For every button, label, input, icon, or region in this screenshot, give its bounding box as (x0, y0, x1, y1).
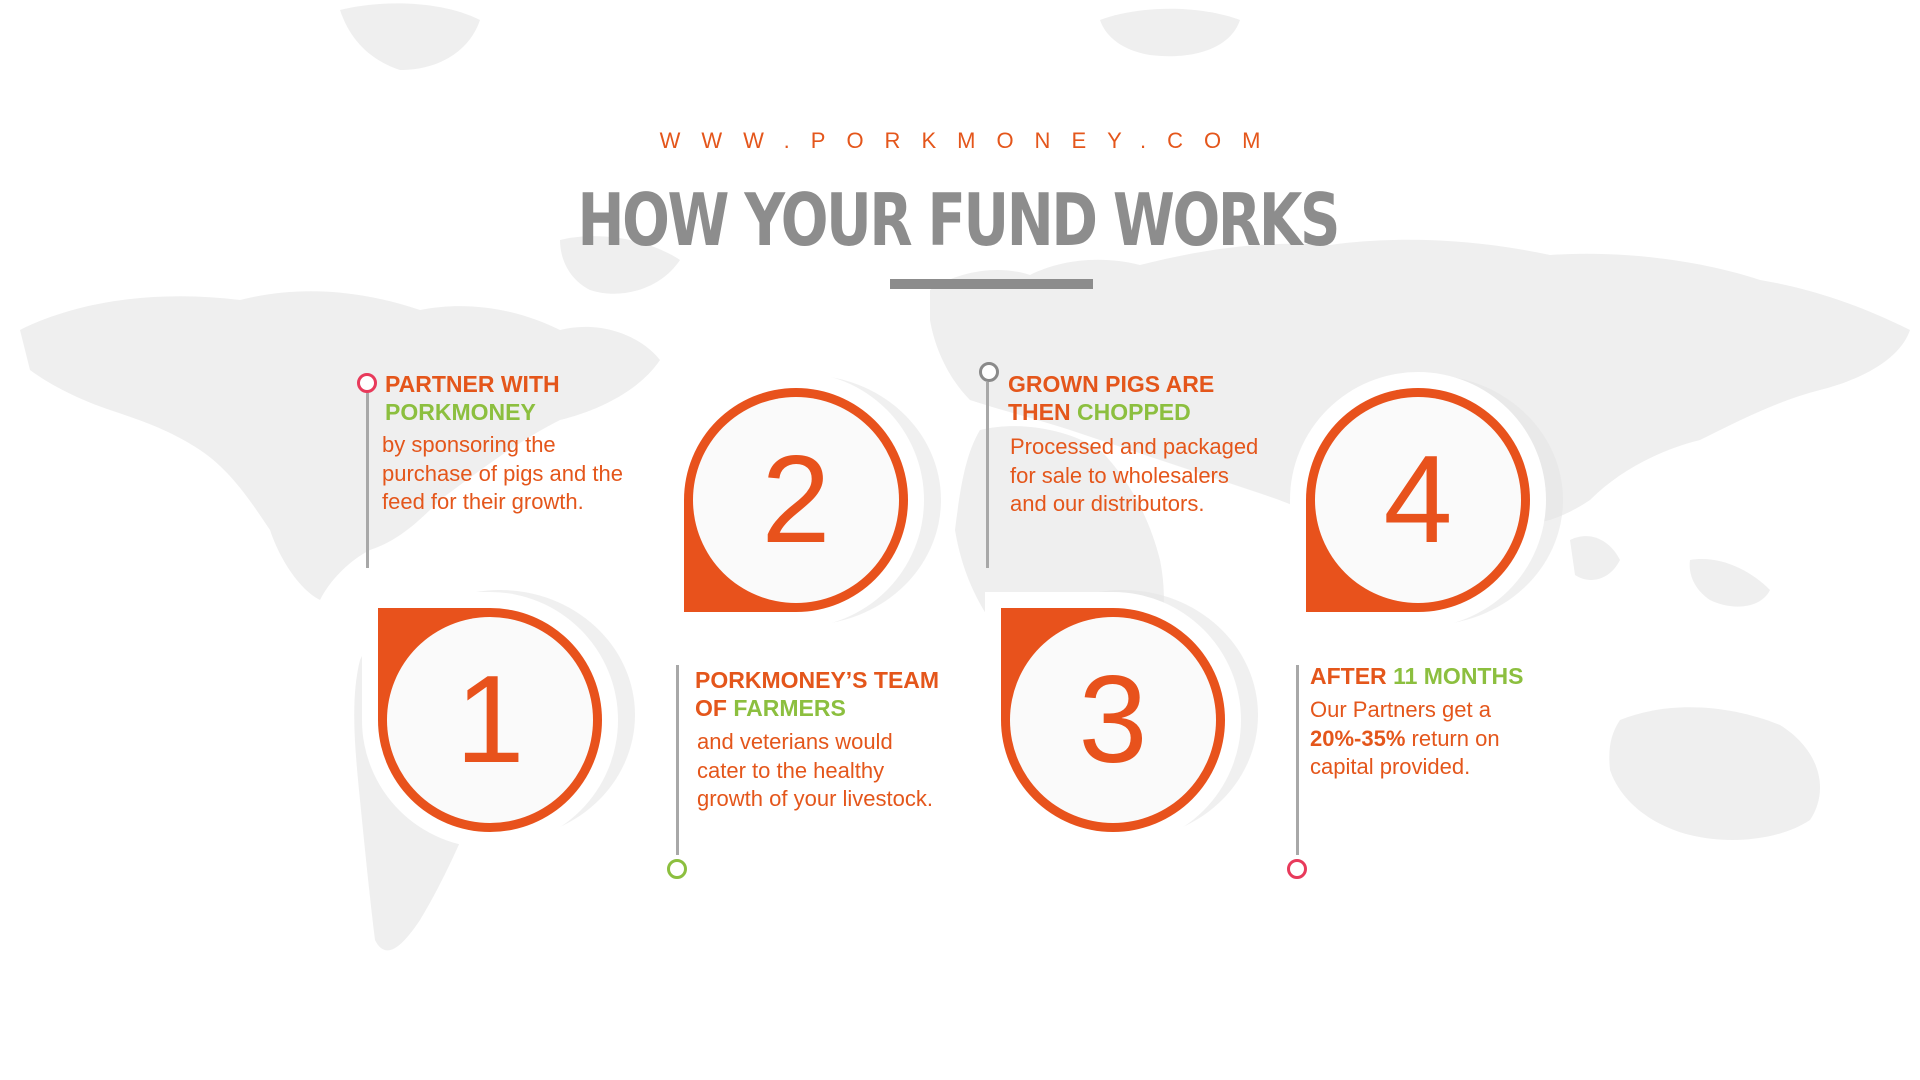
step-3-connector-line (986, 382, 989, 568)
step-2-description: and veterians would cater to the healthy… (697, 729, 933, 811)
website-url: WWW.PORKMONEY.COM (659, 128, 1282, 153)
step-4-title-part-b: 11 MONTHS (1393, 663, 1524, 689)
step-2-title-part-b: FARMERS (733, 695, 846, 721)
step-2-marker-dot (667, 859, 687, 879)
step-1-connector-line (366, 393, 369, 568)
step-1-number: 1 (455, 651, 525, 789)
step-3-marker-dot (979, 362, 999, 382)
step-3-number: 3 (1078, 651, 1148, 789)
step-3-title-part-b: CHOPPED (1077, 399, 1191, 425)
step-4-text-part-a: Our Partners get a (1310, 697, 1491, 722)
step-4-number: 4 (1383, 431, 1453, 569)
step-1-description: by sponsoring the purchase of pigs and t… (382, 432, 623, 514)
step-1-title-part-b: PORKMONEY (385, 399, 536, 425)
step-2-title-part-a: PORKMONEY’S TEAM OF (695, 667, 940, 721)
step-3-title-part-a: GROWN PIGS ARE THEN (1008, 371, 1215, 425)
step-3-description: Processed and packaged for sale to whole… (1010, 434, 1259, 516)
step-3-title: GROWN PIGS ARE THEN CHOPPED (1008, 370, 1248, 426)
step-3-badge: 3 (963, 570, 1263, 870)
step-2-number: 2 (761, 431, 831, 569)
page-title: HOW YOUR FUND WORKS (577, 178, 1340, 262)
step-4-connector-line (1296, 665, 1299, 855)
step-4-title: AFTER 11 MONTHS (1310, 662, 1600, 690)
step-4-description: Our Partners get a 20%-35% return on cap… (1310, 696, 1560, 782)
step-4-return-range: 20%-35% (1310, 725, 1406, 751)
step-4-title-part-a: AFTER (1310, 663, 1387, 689)
step-4-text-part-b: return on capital provided. (1310, 725, 1500, 780)
step-4-badge: 4 (1268, 350, 1568, 650)
step-2-badge: 2 (646, 350, 946, 650)
step-1-title-part-a: PARTNER WITH (385, 371, 560, 397)
step-2-connector-line (676, 665, 679, 855)
step-2-title: PORKMONEY’S TEAM OF FARMERS (695, 666, 975, 722)
title-underline (890, 279, 1093, 289)
step-1-marker-dot (357, 373, 377, 393)
step-1-title: PARTNER WITH PORKMONEY (385, 370, 645, 426)
step-1-badge: 1 (340, 570, 640, 870)
step-4-marker-dot (1287, 859, 1307, 879)
